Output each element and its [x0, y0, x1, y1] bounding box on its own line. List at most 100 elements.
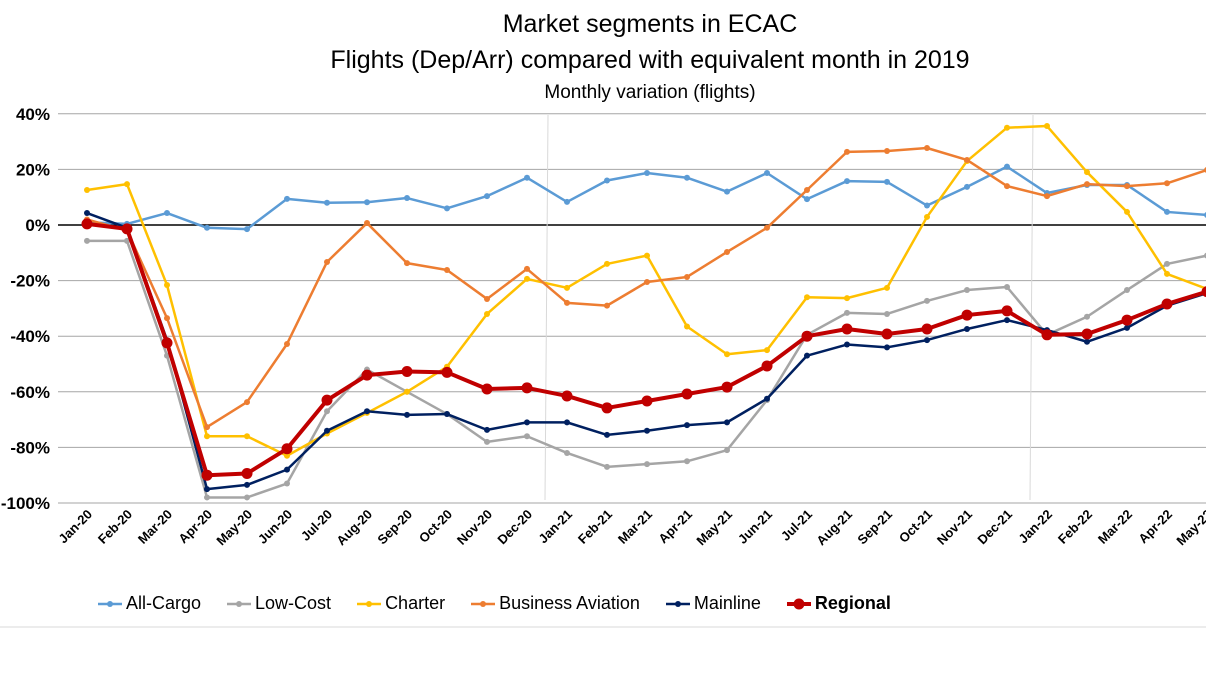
data-point: [964, 325, 970, 332]
x-tick-label: Aug-21: [813, 507, 855, 549]
data-point: [1041, 329, 1053, 341]
legend-label: Charter: [385, 593, 446, 613]
data-point: [604, 260, 610, 267]
data-point: [724, 447, 730, 454]
data-point: [884, 344, 890, 351]
legend-label: Regional: [814, 593, 891, 613]
data-point: [1164, 208, 1170, 215]
y-tick-label: -20%: [10, 272, 50, 291]
chart-title: Market segments in ECAC: [502, 10, 798, 38]
data-point: [1004, 183, 1010, 190]
x-tick-label: Apr-21: [655, 507, 695, 547]
data-point: [924, 213, 930, 220]
data-point: [1164, 260, 1170, 267]
data-point: [561, 390, 573, 402]
data-point: [761, 360, 773, 372]
data-point: [204, 494, 210, 501]
legend-item: All-Cargo: [98, 593, 201, 614]
chart-subtitle-2: Monthly variation (flights): [544, 82, 756, 103]
data-point: [724, 188, 730, 195]
x-tick-label: Mar-20: [135, 507, 175, 547]
series-line-regional: [86, 221, 1206, 478]
series-line-business-aviation: [86, 146, 1206, 429]
legend-item: Mainline: [665, 593, 761, 614]
data-point: [641, 395, 653, 407]
data-point: [884, 178, 890, 185]
x-tick-label: Nov-20: [454, 507, 495, 548]
x-tick-label: Feb-20: [95, 507, 135, 547]
data-point: [1084, 338, 1090, 345]
legend-item: Business Aviation: [471, 593, 640, 614]
data-point: [564, 419, 570, 426]
data-point: [884, 284, 890, 291]
data-point: [441, 366, 453, 378]
legend-label: Business Aviation: [499, 593, 640, 613]
x-tick-label: Apr-22: [1135, 507, 1175, 547]
data-point: [244, 226, 250, 233]
data-point: [644, 170, 650, 177]
data-point: [721, 381, 733, 393]
y-tick-label: -40%: [10, 327, 50, 346]
data-point: [681, 388, 693, 400]
data-point: [604, 177, 610, 184]
legend-item: Low-Cost: [227, 593, 331, 614]
data-point: [164, 282, 170, 289]
x-tick-label: Aug-20: [333, 507, 375, 549]
x-tick-label: Jun-20: [255, 507, 295, 547]
legend-marker: [665, 600, 690, 607]
data-point: [964, 156, 970, 163]
data-point: [404, 260, 410, 267]
data-point: [364, 408, 370, 415]
data-point: [764, 170, 770, 177]
data-point: [404, 388, 410, 395]
data-point: [1124, 287, 1130, 294]
data-point: [404, 411, 410, 418]
data-point: [1124, 208, 1130, 215]
data-point: [521, 382, 533, 394]
x-tick-label: Jun-21: [735, 507, 775, 547]
data-point: [204, 486, 210, 493]
data-point: [444, 205, 450, 212]
data-point: [644, 252, 650, 259]
data-point: [684, 458, 690, 465]
legend-label: Low-Cost: [255, 593, 332, 613]
data-point: [644, 427, 650, 434]
data-point: [644, 278, 650, 285]
data-point: [284, 195, 290, 202]
data-point: [881, 328, 893, 340]
data-point: [204, 424, 210, 431]
data-point: [684, 422, 690, 429]
data-point: [444, 267, 450, 274]
data-point: [524, 174, 530, 181]
data-point: [924, 202, 930, 209]
data-point: [804, 186, 810, 193]
data-point: [601, 402, 613, 414]
data-point: [844, 309, 850, 316]
x-tick-label: Jan-22: [1015, 507, 1055, 547]
x-tick-label: Nov-21: [934, 507, 975, 548]
x-tick-label: Oct-20: [416, 507, 455, 546]
data-point: [684, 273, 690, 280]
data-point: [844, 178, 850, 185]
data-point: [804, 352, 810, 359]
x-tick-label: Apr-20: [175, 507, 215, 547]
data-point: [281, 443, 293, 455]
data-point: [924, 297, 930, 304]
y-tick-label: -60%: [10, 383, 50, 402]
data-point: [241, 468, 253, 480]
data-point: [524, 433, 530, 440]
data-point: [964, 183, 970, 190]
data-point: [524, 275, 530, 282]
data-point: [724, 419, 730, 426]
data-point: [564, 299, 570, 306]
data-point: [884, 148, 890, 155]
data-point: [1044, 123, 1050, 130]
year-divider: [1029, 114, 1034, 501]
x-tick-label: May-22: [1173, 507, 1206, 549]
chart-subtitle: Flights (Dep/Arr) compared with equivale…: [330, 46, 970, 74]
data-point: [604, 302, 610, 309]
data-point: [804, 196, 810, 203]
data-point: [764, 395, 770, 402]
data-point: [564, 449, 570, 456]
data-point: [804, 294, 810, 301]
